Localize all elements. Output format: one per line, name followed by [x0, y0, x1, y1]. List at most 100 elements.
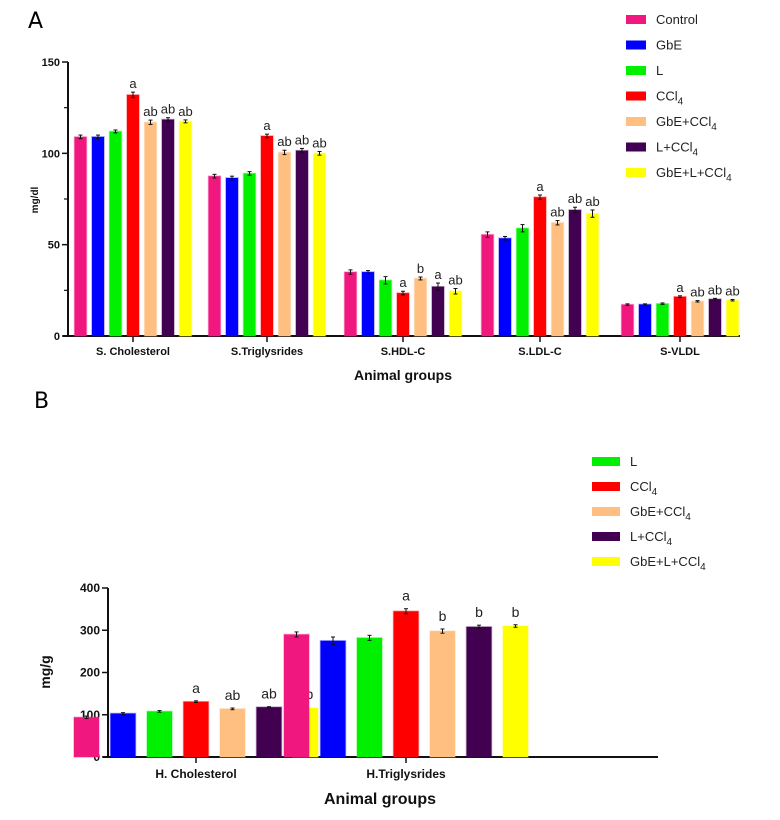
- significance-label: ab: [225, 687, 241, 703]
- bar-control: [343, 271, 358, 337]
- bar-gbe-l-ccl4: [585, 212, 600, 337]
- bar-l-ccl4: [568, 209, 582, 337]
- legend-label-subscript: 4: [652, 487, 658, 498]
- bar-gbe-l-ccl4: [502, 625, 529, 758]
- bar-l: [655, 302, 670, 337]
- legend-label: L+CCl4: [656, 140, 699, 159]
- bar-control: [620, 303, 635, 337]
- bar-control: [73, 716, 100, 758]
- bar-ccl4: [673, 295, 687, 337]
- bar-l-ccl4: [255, 706, 283, 758]
- legend-label: GbE+CCl4: [630, 504, 691, 523]
- panel-a-label: A: [28, 9, 43, 34]
- y-tick-label: 300: [80, 623, 100, 637]
- bar-gbe: [109, 712, 137, 758]
- significance-label: b: [512, 604, 520, 620]
- bar-l: [356, 637, 383, 758]
- significance-label: ab: [161, 102, 175, 117]
- panel-a: A 0 50 100 150 S. Cholesterol S.Triglysrides S…: [28, 9, 740, 383]
- significance-label: a: [402, 588, 410, 604]
- legend-label-subscript: 4: [678, 97, 684, 108]
- significance-label: ab: [448, 273, 462, 288]
- legend-label-text: GbE+L+CCl: [656, 165, 726, 180]
- bar-gbe: [319, 640, 347, 758]
- y-tick-label: 400: [80, 581, 100, 595]
- legend-swatch-ccl4: [592, 482, 620, 491]
- legend-swatch-gbe-l-ccl4: [626, 168, 646, 177]
- panel-b-label: B: [34, 389, 49, 414]
- legend-label-text: GbE+CCl: [630, 504, 685, 519]
- legend-label: L: [630, 454, 637, 469]
- legend-label-text: GbE+CCl: [656, 114, 711, 129]
- significance-label: ab: [143, 104, 157, 119]
- legend-label-text: GbE+L+CCl: [630, 554, 700, 569]
- legend-label-text: L: [656, 63, 663, 78]
- legend-label: CCl4: [656, 89, 684, 108]
- legend-label-subscript: 4: [667, 537, 673, 548]
- panel-b-y-axis-title: mg/g: [37, 655, 53, 688]
- x-category-label: S.LDL-C: [518, 346, 561, 358]
- legend-label-text: Control: [656, 12, 698, 27]
- bar-gbe-ccl4: [550, 221, 565, 337]
- bar-l-ccl4: [295, 149, 309, 337]
- significance-label: a: [192, 680, 200, 696]
- legend-label: GbE: [656, 38, 682, 53]
- bar-ccl4: [396, 292, 410, 337]
- legend-label-subscript: 4: [711, 122, 717, 133]
- panel-b-x-axis-title: Animal groups: [324, 791, 436, 808]
- bar-gbe: [91, 136, 105, 337]
- bar-control: [283, 633, 310, 758]
- panel-b-bars: aababababbb: [73, 588, 529, 758]
- x-category-label: S-VLDL: [660, 346, 700, 358]
- legend-label-subscript: 4: [726, 173, 732, 184]
- y-tick-label: 200: [80, 666, 100, 680]
- significance-label: ab: [550, 205, 564, 220]
- significance-label: ab: [261, 686, 277, 702]
- significance-label: ab: [295, 132, 309, 147]
- significance-label: ab: [725, 283, 739, 298]
- bar-l-ccl4: [465, 626, 493, 758]
- legend-label: GbE+L+CCl4: [630, 554, 706, 573]
- significance-label: a: [399, 275, 407, 290]
- bar-ccl4: [126, 94, 140, 337]
- significance-label: b: [475, 604, 483, 620]
- x-category-label: H. Cholesterol: [155, 767, 236, 781]
- significance-label: a: [263, 118, 271, 133]
- bar-gbe: [498, 237, 512, 337]
- legend-swatch-gbe-l-ccl4: [592, 557, 620, 566]
- y-tick-label: 0: [54, 331, 60, 343]
- bar-gbe-l-ccl4: [725, 299, 740, 337]
- y-tick-label: 100: [42, 148, 60, 160]
- x-category-label: H.Triglysrides: [366, 767, 446, 781]
- bar-l: [146, 710, 173, 758]
- bar-gbe: [225, 177, 239, 337]
- legend-label-text: CCl: [656, 89, 678, 104]
- legend-label-text: L+CCl: [656, 140, 693, 155]
- legend-label-subscript: 4: [685, 512, 691, 523]
- legend-label-text: GbE: [656, 38, 682, 53]
- bar-ccl4: [182, 700, 210, 758]
- bar-gbe-ccl4: [143, 121, 158, 337]
- bar-gbe-ccl4: [277, 151, 292, 337]
- panel-a-y-axis-title: mg/dl: [30, 186, 41, 213]
- x-category-label: S.HDL-C: [381, 346, 426, 358]
- significance-label: b: [417, 261, 424, 276]
- legend-swatch-gbe: [626, 40, 646, 50]
- legend-label-text: L: [630, 454, 637, 469]
- significance-label: ab: [568, 191, 582, 206]
- bar-l: [108, 130, 123, 337]
- bar-gbe: [638, 303, 652, 337]
- significance-label: a: [676, 280, 684, 295]
- significance-label: a: [536, 179, 544, 194]
- legend-label: L+CCl4: [630, 529, 673, 548]
- bar-l-ccl4: [708, 298, 722, 337]
- legend-label-subscript: 4: [693, 148, 699, 159]
- legend-label-text: L+CCl: [630, 529, 667, 544]
- legend-label: Control: [656, 12, 698, 27]
- legend-swatch-control: [626, 15, 646, 24]
- significance-label: ab: [708, 282, 722, 297]
- x-category-label: S. Cholesterol: [96, 346, 170, 358]
- bar-l: [242, 172, 257, 337]
